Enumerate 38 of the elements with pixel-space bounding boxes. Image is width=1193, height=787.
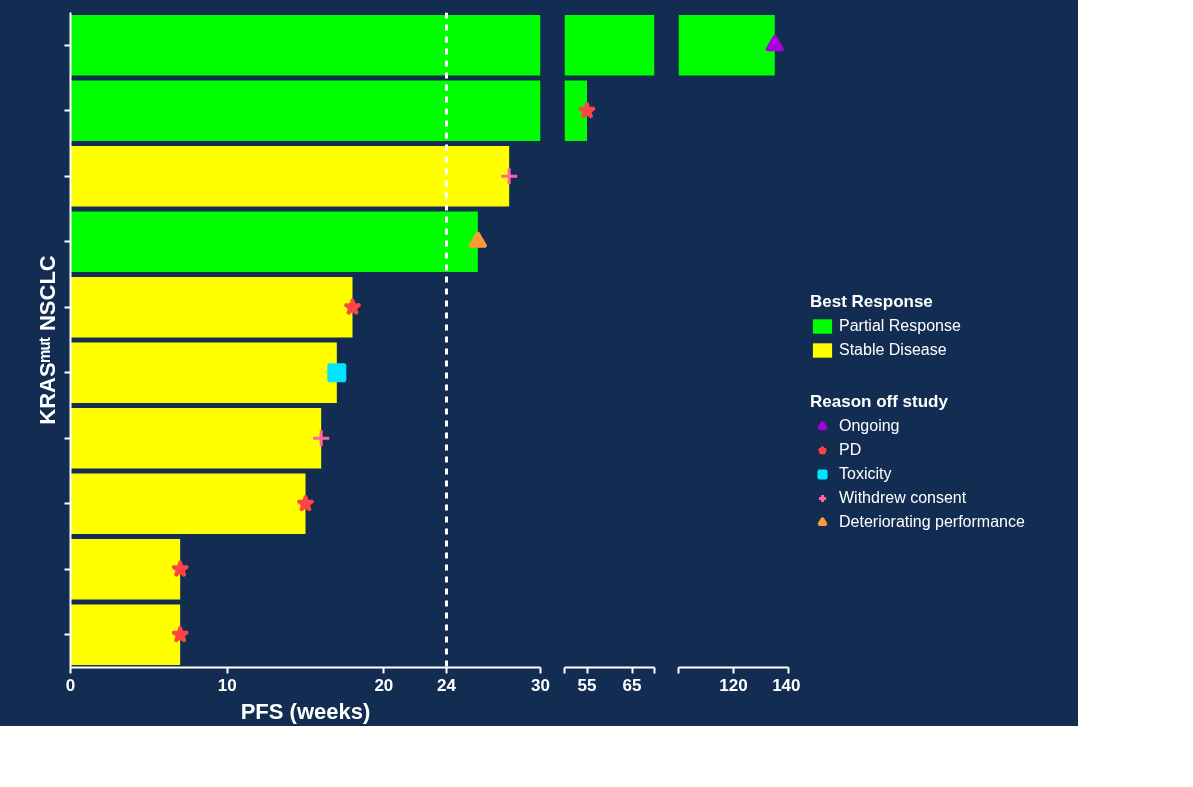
y-axis-title: KRASᵐᵘᵗ NSCLC (34, 255, 60, 425)
bar (70, 539, 181, 600)
bar (70, 15, 541, 76)
legend-label: Deteriorating performance (839, 513, 1025, 531)
point (311, 428, 331, 448)
bar (70, 342, 337, 403)
bar (70, 80, 541, 141)
x-tick-label: 24 (437, 675, 457, 695)
x-tick-label: 55 (577, 675, 597, 695)
point (343, 297, 362, 316)
legend-title: Best Response (810, 292, 934, 312)
point (468, 231, 488, 248)
legend-label: Withdrew consent (839, 489, 967, 507)
bar (70, 408, 322, 469)
x-tick-label: 20 (374, 675, 394, 695)
text: Reason off study (810, 392, 949, 412)
point (327, 363, 347, 383)
bar (70, 277, 353, 338)
legend-label: Ongoing (839, 417, 900, 435)
bar (70, 473, 306, 534)
point (296, 494, 315, 512)
x-tick-label: 30 (531, 675, 550, 695)
legend-label: Partial Response (839, 317, 961, 335)
legend-label: Stable Disease (839, 341, 947, 359)
x-tick-label: 140 (772, 675, 801, 695)
point (499, 166, 519, 186)
x-axis-title: PFS (weeks) (240, 698, 371, 724)
x-tick-label: 0 (65, 675, 76, 695)
x-tick-label: 120 (719, 675, 748, 695)
bar (70, 604, 181, 665)
bar (70, 211, 478, 272)
point (171, 625, 190, 643)
legend-label: Toxicity (839, 465, 892, 483)
bar (70, 146, 510, 207)
x-tick-label: 65 (622, 675, 642, 695)
legend-label: PD (839, 441, 862, 459)
point (171, 559, 190, 578)
x-tick-label: 10 (217, 675, 237, 695)
